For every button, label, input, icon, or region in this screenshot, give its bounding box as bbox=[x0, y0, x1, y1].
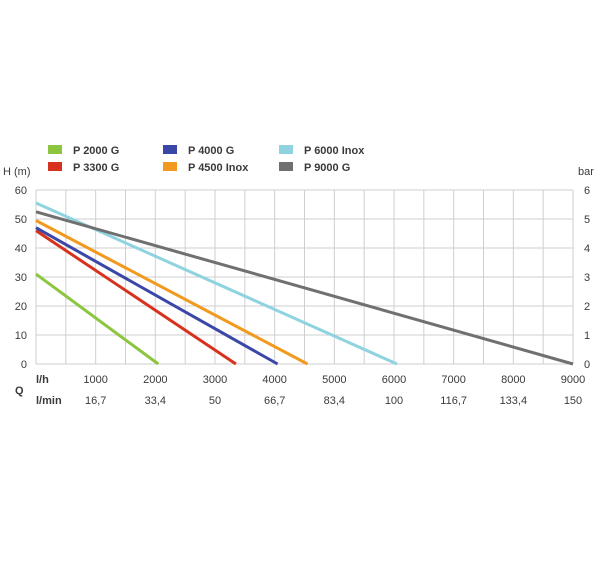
x-tick-label-lmin: 133,4 bbox=[500, 395, 528, 407]
y-tick-label-left: 60 bbox=[15, 185, 27, 197]
x-tick-label-lmin: 116,7 bbox=[440, 395, 467, 407]
legend-label: P 2000 G bbox=[73, 145, 119, 157]
x-tick-label-lh: 6000 bbox=[382, 374, 406, 386]
x-tick-label-lh: 4000 bbox=[262, 374, 286, 386]
x-row-label-lmin: l/min bbox=[36, 395, 62, 407]
x-tick-label-lmin: 100 bbox=[385, 395, 403, 407]
series-line-p-2000-g bbox=[35, 272, 160, 366]
q-label: Q bbox=[15, 385, 24, 397]
series-lines bbox=[35, 201, 574, 366]
x-tick-label-lh: 9000 bbox=[561, 374, 585, 386]
y-tick-label-right: 6 bbox=[584, 185, 590, 197]
x-tick-label-lmin: 50 bbox=[209, 395, 221, 407]
y-tick-label-left: 10 bbox=[15, 330, 27, 342]
legend-label: P 6000 Inox bbox=[304, 145, 365, 157]
y-tick-label-right: 3 bbox=[584, 272, 590, 284]
axes: 0 10 20 30 40 50 60 0 1 2 3 4 5 6 H (m) bar l/h l/min Q 100… bbox=[3, 166, 594, 407]
y-tick-label-right: 4 bbox=[584, 243, 590, 255]
x-tick-label-lh: 3000 bbox=[203, 374, 227, 386]
y-tick-label-left: 20 bbox=[15, 301, 27, 313]
x-tick-label-lh: 8000 bbox=[501, 374, 525, 386]
x-tick-label-lmin: 150 bbox=[564, 395, 582, 407]
y-tick-label-right: 0 bbox=[584, 359, 590, 371]
series-line-p-9000-g bbox=[35, 210, 574, 366]
series-line-p-4000-g bbox=[35, 226, 279, 366]
legend-swatch bbox=[48, 145, 62, 154]
legend-swatch bbox=[163, 145, 177, 154]
legend-swatch bbox=[279, 145, 293, 154]
y-axis-label-left: H (m) bbox=[3, 166, 31, 178]
x-tick-label-lmin: 83,4 bbox=[324, 395, 345, 407]
x-tick-label-lh: 2000 bbox=[143, 374, 167, 386]
legend-swatch bbox=[163, 162, 177, 171]
y-tick-label-right: 5 bbox=[584, 214, 590, 226]
y-tick-label-left: 0 bbox=[21, 359, 27, 371]
y-tick-label-right: 1 bbox=[584, 330, 590, 342]
legend-label: P 4000 G bbox=[188, 145, 234, 157]
legend-label: P 4500 Inox bbox=[188, 162, 249, 174]
x-tick-label-lh: 7000 bbox=[441, 374, 465, 386]
x-row-label-lh: l/h bbox=[36, 374, 49, 386]
x-tick-label-lh: 5000 bbox=[322, 374, 346, 386]
grid bbox=[35, 189, 574, 365]
legend-swatch bbox=[48, 162, 62, 171]
legend-label: P 9000 G bbox=[304, 162, 350, 174]
series-line-p-3300-g bbox=[35, 229, 237, 366]
y-axis-label-right: bar bbox=[578, 166, 594, 178]
legend-swatch bbox=[279, 162, 293, 171]
legend: P 2000 G P 3300 G P 4000 G P 4500 Inox P 600… bbox=[48, 145, 365, 174]
x-tick-label-lh: 1000 bbox=[83, 374, 107, 386]
y-tick-label-left: 40 bbox=[15, 243, 27, 255]
x-tick-label-lmin: 33,4 bbox=[145, 395, 166, 407]
legend-label: P 3300 G bbox=[73, 162, 119, 174]
x-tick-label-lmin: 16,7 bbox=[85, 395, 106, 407]
y-tick-label-left: 50 bbox=[15, 214, 27, 226]
x-tick-label-lmin: 66,7 bbox=[264, 395, 285, 407]
y-tick-label-right: 2 bbox=[584, 301, 590, 313]
y-tick-label-left: 30 bbox=[15, 272, 27, 284]
series-line-p-4500-inox bbox=[35, 219, 309, 366]
